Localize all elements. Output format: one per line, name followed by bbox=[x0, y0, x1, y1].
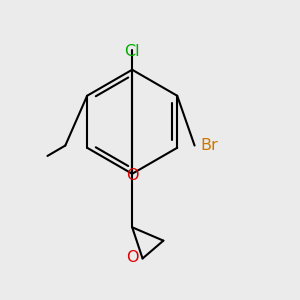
Text: Br: Br bbox=[200, 138, 218, 153]
Text: O: O bbox=[126, 250, 138, 265]
Text: O: O bbox=[126, 168, 138, 183]
Text: Cl: Cl bbox=[124, 44, 140, 59]
